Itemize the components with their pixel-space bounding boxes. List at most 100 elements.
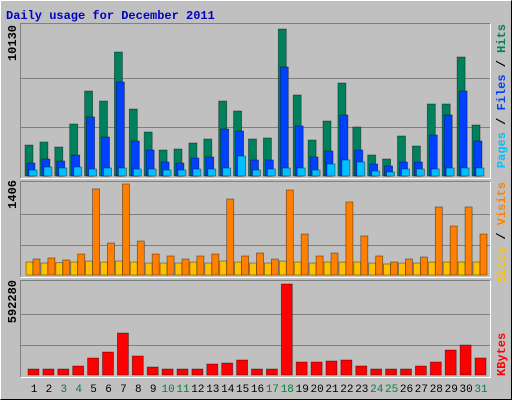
bar [252,169,261,177]
bar [308,262,317,276]
bar [457,261,466,276]
bar [266,168,276,177]
x-tick-label: 6 [105,384,112,396]
bar [400,368,412,376]
bar [263,262,272,276]
bar [118,167,127,177]
bar [86,116,95,177]
legend-entry: Visits [495,182,509,225]
bar [88,168,97,177]
bar [405,258,413,276]
bar [371,170,381,177]
bar [375,255,384,276]
bar [40,262,49,276]
bar [265,368,278,376]
bar [385,368,398,376]
x-tick-label: 12 [191,384,204,396]
bar [458,90,468,177]
x-tick-label: 25 [385,384,398,396]
x-tick-label: 29 [445,384,458,396]
bar [353,261,362,276]
bar [460,167,470,177]
x-tick-label: 22 [340,384,353,396]
bar [129,261,138,276]
chart-title: Daily usage for December 2011 [6,9,215,23]
bar [338,261,347,276]
bar [234,261,243,276]
bar [296,167,306,177]
bar [459,344,472,376]
bar [419,256,428,276]
x-tick-label: 10 [161,384,174,396]
plot-frame [20,181,491,278]
bar [270,258,279,276]
bar [386,171,396,177]
bar [146,366,159,376]
bar [279,66,289,177]
bar [174,262,183,276]
bar [116,81,125,177]
bar [445,167,455,177]
bar [325,360,338,376]
bar [207,168,217,177]
x-tick-label: 18 [281,384,294,396]
bar [92,188,100,276]
y-tick-label: 1406 [6,180,20,209]
legend-entry: Pages [495,132,509,168]
bar [356,161,366,177]
bar [73,166,83,177]
plot-frame [20,280,491,378]
bar [221,362,234,376]
legend-entry: Hits [495,24,509,53]
x-tick-label: 2 [46,384,53,396]
x-tick-label: 24 [370,384,384,396]
legend: Sites / Visits [495,182,509,283]
bar [370,368,383,376]
bar [161,368,174,376]
x-tick-label: 31 [474,384,488,396]
bar [162,169,172,177]
y-tick-label: 10130 [6,25,20,61]
bar [25,261,34,276]
plot-frame [20,23,491,179]
bar [222,167,232,177]
bar [479,233,488,276]
bar [474,357,487,376]
x-tick-label: 4 [75,384,82,396]
x-tick-label: 14 [221,384,235,396]
bar [249,262,257,276]
bar [475,167,485,177]
legend: Pages / Files / Hits [495,24,509,168]
bar [434,206,443,276]
bar [177,169,187,177]
bar [383,263,392,276]
bar [144,262,153,276]
legend: KBytes [495,333,509,376]
bar [341,159,351,177]
bar [390,261,399,276]
plot-frame [20,23,491,179]
bar [323,261,332,276]
x-tick-label: 20 [310,384,323,396]
x-tick-label: 11 [176,384,190,396]
bar [87,357,99,376]
bar [70,261,79,276]
bar [107,242,115,276]
x-tick-label: 7 [120,384,127,396]
bar [32,258,41,276]
x-tick-label: 5 [90,384,97,396]
bar [311,169,321,177]
bar [159,262,168,276]
bar [176,368,189,376]
bar [62,259,71,276]
bar [181,258,190,276]
bar [415,168,425,177]
bar [226,198,235,276]
bar [295,361,308,376]
bar [427,261,436,276]
x-tick-label: 26 [400,384,413,396]
bar [281,167,291,177]
legend-entry: Files [495,74,509,110]
bar [132,168,142,177]
bar [330,252,339,276]
